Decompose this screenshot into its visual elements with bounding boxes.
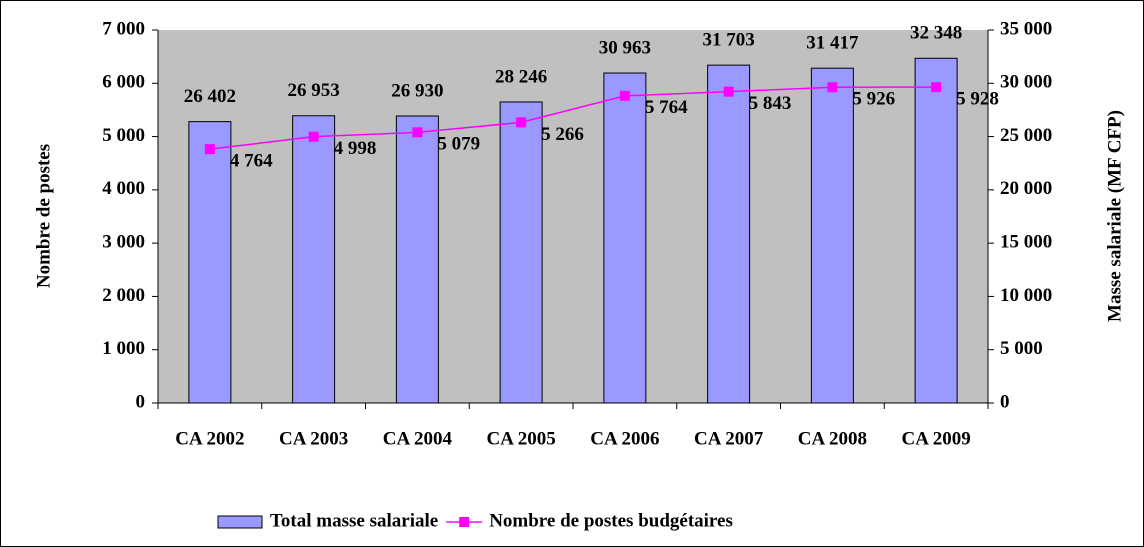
y2-tick-label: 25 000	[1000, 125, 1052, 146]
line-marker	[204, 144, 215, 155]
plot-area	[158, 30, 988, 403]
x-tick-label: CA 2007	[694, 428, 764, 449]
y-tick-label: 0	[136, 391, 146, 412]
x-tick-label: CA 2003	[279, 428, 348, 449]
line-value-label: 5 926	[852, 89, 895, 110]
bar-value-label: 30 963	[599, 37, 651, 58]
y2-tick-label: 35 000	[1000, 18, 1052, 39]
y2-tick-label: 5 000	[1000, 338, 1043, 359]
line-marker	[931, 82, 942, 93]
bar-value-label: 28 246	[495, 66, 547, 87]
line-marker	[516, 117, 527, 128]
bar-value-label: 31 417	[806, 33, 859, 54]
x-tick-label: CA 2005	[487, 428, 556, 449]
bar-value-label: 26 930	[391, 80, 443, 101]
x-tick-label: CA 2008	[798, 428, 867, 449]
y-tick-label: 1 000	[102, 338, 145, 359]
bar	[499, 101, 543, 404]
bar	[707, 64, 751, 404]
line-marker	[619, 90, 630, 101]
bar	[810, 67, 854, 404]
y-tick-label: 2 000	[102, 285, 145, 306]
y2-tick-label: 15 000	[1000, 232, 1052, 253]
legend-label: Total masse salariale	[270, 510, 438, 531]
x-tick-label: CA 2009	[902, 428, 971, 449]
line-marker	[723, 86, 734, 97]
line-value-label: 5 079	[437, 134, 480, 155]
line-value-label: 5 843	[749, 93, 792, 114]
y-tick-label: 7 000	[102, 18, 145, 39]
bar	[603, 72, 647, 404]
line-value-label: 5 266	[541, 124, 584, 145]
legend-label: Nombre de postes budgétaires	[489, 510, 733, 531]
y-tick-label: 3 000	[102, 232, 145, 253]
line-marker	[308, 131, 319, 142]
bar-value-label: 31 703	[703, 29, 755, 50]
legend-swatch	[217, 515, 263, 529]
y2-tick-label: 30 000	[1000, 72, 1052, 93]
line	[209, 86, 937, 150]
y-tick-label: 5 000	[102, 125, 145, 146]
x-tick-label: CA 2004	[383, 428, 453, 449]
bar-value-label: 26 953	[288, 80, 340, 101]
line-value-label: 4 764	[230, 151, 273, 172]
x-tick-label: CA 2002	[175, 428, 244, 449]
bar-value-label: 32 348	[910, 23, 962, 44]
line-value-label: 5 764	[645, 97, 688, 118]
y2-tick-label: 20 000	[1000, 178, 1052, 199]
y2-tick-label: 10 000	[1000, 285, 1052, 306]
bar	[292, 115, 336, 404]
bar-value-label: 26 402	[184, 86, 236, 107]
y-tick-label: 4 000	[102, 178, 145, 199]
bar	[914, 57, 958, 404]
y2-axis-title: Masse salariale (MF CFP)	[1104, 110, 1125, 322]
legend-marker	[459, 517, 470, 527]
y2-tick-label: 0	[1000, 391, 1010, 412]
line-marker	[412, 127, 423, 138]
line-value-label: 4 998	[334, 138, 377, 159]
line-marker	[827, 82, 838, 93]
x-tick-label: CA 2006	[590, 428, 659, 449]
bar	[395, 115, 439, 404]
bar	[188, 121, 232, 404]
line-value-label: 5 928	[956, 88, 999, 109]
y-axis-title: Nombre de postes	[33, 144, 54, 288]
y-tick-label: 6 000	[102, 72, 145, 93]
